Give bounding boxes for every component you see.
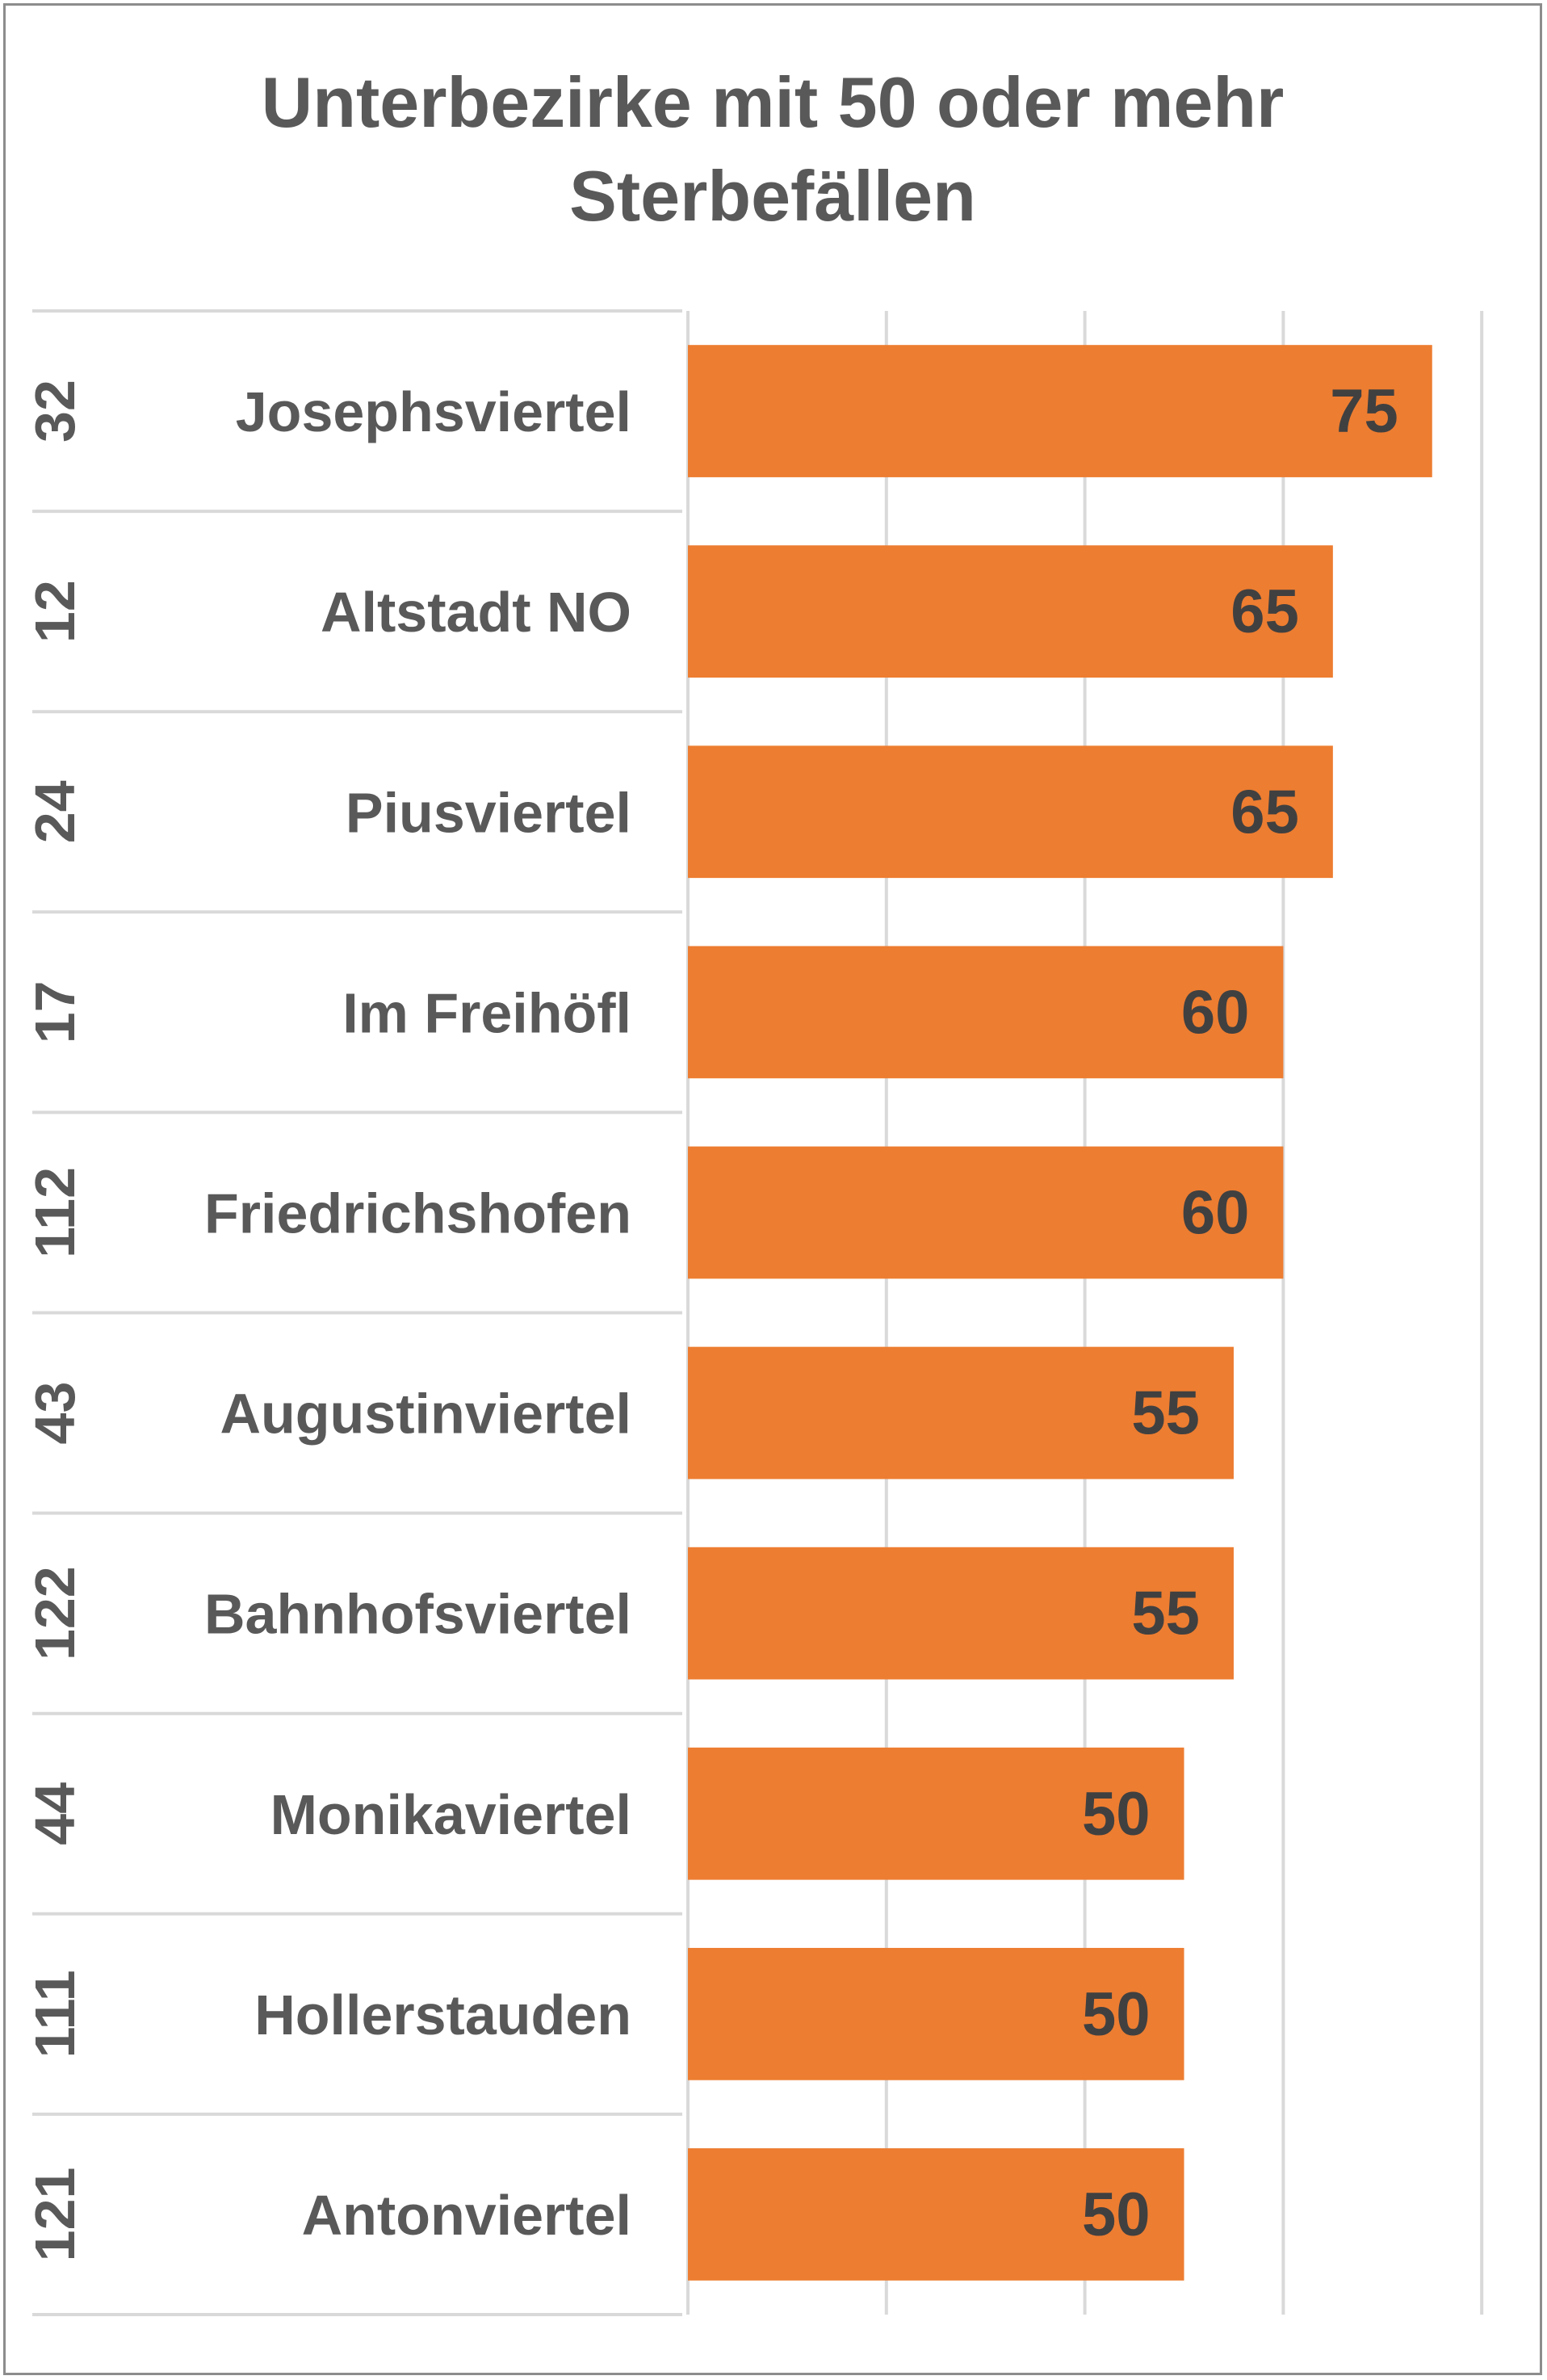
category-code-label: 24	[23, 780, 86, 843]
category-code-label: 111	[23, 1970, 86, 2058]
bar-value-label: 65	[1230, 577, 1299, 646]
bar	[688, 345, 1432, 477]
bar	[688, 1146, 1284, 1279]
category-name-label: Bahnhofsviertel	[204, 1583, 631, 1646]
bar	[688, 946, 1284, 1079]
category-code-label: 122	[23, 1566, 86, 1660]
bar-value-label: 60	[1181, 978, 1250, 1047]
category-name-label: Im Freihöfl	[342, 981, 631, 1044]
bar-value-label: 55	[1131, 1580, 1200, 1648]
category-code-label: 112	[23, 1167, 86, 1258]
category-name-label: Friedrichshofen	[204, 1182, 631, 1245]
bar-value-label: 50	[1082, 1780, 1151, 1849]
category-code-label: 32	[23, 380, 86, 443]
category-name-label: Monikaviertel	[270, 1783, 631, 1846]
bar-value-label: 75	[1330, 377, 1398, 446]
category-code-label: 12	[23, 580, 86, 643]
category-name-label: Piusviertel	[346, 781, 631, 844]
bar	[688, 1547, 1234, 1680]
bar	[688, 1346, 1234, 1480]
category-code-label: 44	[23, 1782, 86, 1845]
bar-value-label: 65	[1230, 778, 1299, 846]
category-code-label: 43	[23, 1382, 86, 1445]
bar	[688, 2148, 1184, 2281]
category-name-label: Augustinviertel	[220, 1383, 631, 1446]
chart-title: Unterbezirke mit 50 oder mehr Sterbefäll…	[6, 56, 1540, 243]
bar	[688, 545, 1333, 678]
bar-value-label: 50	[1082, 2181, 1151, 2249]
bar	[688, 745, 1333, 879]
bar-value-label: 50	[1082, 1980, 1151, 2049]
chart-title-line-1: Unterbezirke mit 50 oder mehr	[261, 62, 1285, 142]
bar	[688, 1947, 1184, 2080]
category-name-label: Josephsviertel	[236, 380, 631, 443]
bar	[688, 1747, 1184, 1880]
bar-value-label: 55	[1131, 1379, 1200, 1448]
category-name-label: Altstadt NO	[321, 581, 631, 644]
category-name-label: Antonviertel	[302, 2184, 631, 2247]
bar-value-label: 60	[1181, 1178, 1250, 1247]
chart-title-line-2: Sterbefällen	[569, 156, 976, 236]
category-code-label: 17	[23, 980, 86, 1043]
category-code-label: 121	[23, 2168, 86, 2262]
category-name-label: Hollerstauden	[254, 1983, 631, 2046]
